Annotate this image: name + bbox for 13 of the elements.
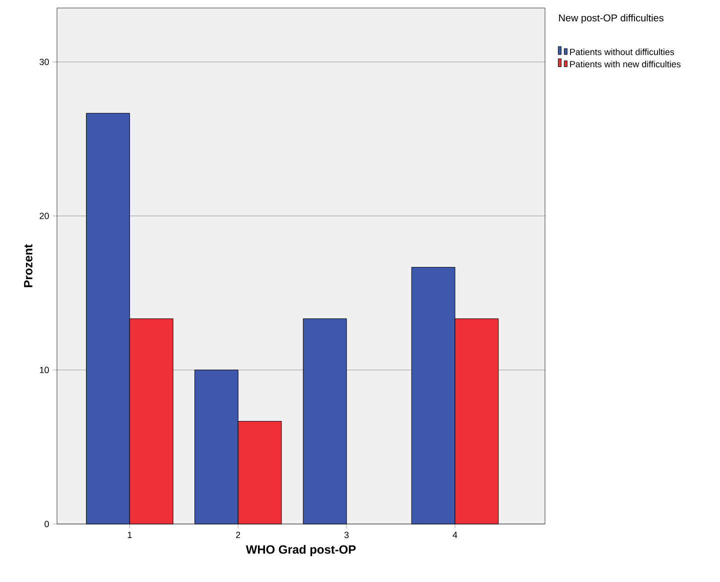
y-axis-title: Prozent: [24, 244, 32, 288]
y-tick-label: 20: [40, 212, 49, 220]
x-axis-title: WHO Grad post-OP: [246, 544, 356, 556]
y-tick-label: 30: [40, 58, 49, 66]
legend-label: Patients with new difficulties: [570, 60, 681, 68]
x-tick-label: 4: [452, 532, 458, 538]
x-tick-label: 1: [128, 532, 132, 538]
x-tick-label: 2: [236, 532, 240, 538]
y-tick-label: 10: [40, 366, 49, 374]
x-tick-label: 3: [344, 532, 349, 538]
legend-label: Patients without difficulties: [570, 48, 674, 56]
y-tick-label: 0: [44, 520, 49, 528]
legend-title: New post-OP difficulties: [559, 14, 664, 24]
